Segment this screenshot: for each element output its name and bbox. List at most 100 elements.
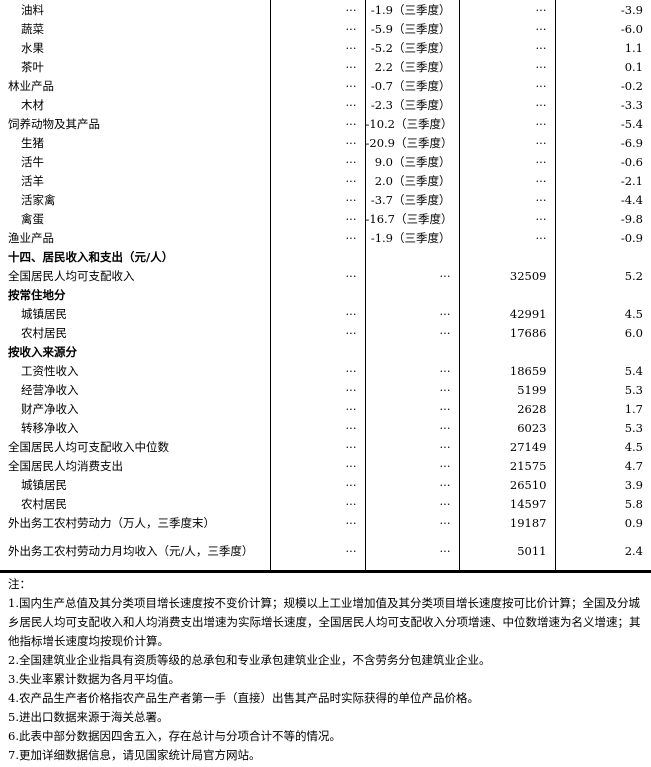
table-row: 农村居民 ··· ··· 14597 5.8 — [0, 494, 651, 513]
cell-c2: ··· — [364, 513, 459, 532]
cell-c1: ··· — [269, 0, 365, 19]
cell-c1 — [269, 342, 365, 361]
table-row: 转移净收入 ··· ··· 6023 5.3 — [0, 418, 651, 437]
row-label: 转移净收入 — [21, 420, 79, 435]
row-label: 城镇居民 — [21, 306, 67, 321]
cell-c4: -6.0 — [554, 19, 651, 38]
row-label: 全国居民人均可支配收入 — [8, 268, 135, 283]
note-line: 3.失业率累计数据为各月平均值。 — [8, 672, 180, 686]
cell-c3: 17686 — [458, 323, 555, 342]
cell-c2: 2.0（三季度） — [364, 171, 459, 190]
cell-c1: ··· — [269, 513, 365, 532]
cell-c3 — [458, 285, 555, 304]
table-row: 林业产品 ··· -0.7（三季度） ··· -0.2 — [0, 76, 651, 95]
row-label: 外出务工农村劳动力月均收入（元/人，三季度） — [0, 532, 270, 573]
cell-c4: -3.3 — [554, 95, 651, 114]
cell-c3: ··· — [458, 171, 555, 190]
cell-c4: 5.3 — [554, 380, 651, 399]
cell-c2: ··· — [364, 323, 459, 342]
cell-c2: -10.2（三季度） — [364, 114, 459, 133]
statistics-table: 油料 ··· -1.9（三季度） ··· -3.9 蔬菜 ··· -5.9（三季度） ··· -6… — [0, 0, 651, 573]
cell-c4: 0.9 — [554, 513, 651, 532]
row-label: 茶叶 — [21, 59, 44, 74]
table-row: 财产净收入 ··· ··· 2628 1.7 — [0, 399, 651, 418]
cell-c2: -3.7（三季度） — [364, 190, 459, 209]
row-label: 活牛 — [21, 154, 44, 169]
table-row: 工资性收入 ··· ··· 18659 5.4 — [0, 361, 651, 380]
cell-c1: ··· — [269, 152, 365, 171]
table-row: 活羊 ··· 2.0（三季度） ··· -2.1 — [0, 171, 651, 190]
row-label: 全国居民人均可支配收入中位数 — [8, 439, 169, 454]
cell-c3: 42991 — [458, 304, 555, 323]
cell-c2: ··· — [364, 304, 459, 323]
row-label: 经营净收入 — [21, 382, 79, 397]
table-row: 全国居民人均可支配收入 ··· ··· 32509 5.2 — [0, 266, 651, 285]
cell-c4: 2.4 — [554, 532, 651, 573]
table-row: 油料 ··· -1.9（三季度） ··· -3.9 — [0, 0, 651, 19]
note-line: 1.国内生产总值及其分类项目增长速度按不变价计算；规模以上工业增加值及其分类项目… — [8, 596, 641, 648]
cell-c2: -20.9（三季度） — [364, 133, 459, 152]
cell-c4: 4.7 — [554, 456, 651, 475]
cell-c3 — [458, 342, 555, 361]
table-row: 蔬菜 ··· -5.9（三季度） ··· -6.0 — [0, 19, 651, 38]
cell-c3: ··· — [458, 209, 555, 228]
cell-c3: 2628 — [458, 399, 555, 418]
table-row: 城镇居民 ··· ··· 42991 4.5 — [0, 304, 651, 323]
row-label: 十四、居民收入和支出（元/人） — [8, 249, 174, 264]
cell-c1: ··· — [269, 437, 365, 456]
cell-c1: ··· — [269, 323, 365, 342]
row-label: 渔业产品 — [8, 230, 54, 245]
cell-c3: ··· — [458, 114, 555, 133]
row-label: 木材 — [21, 97, 44, 112]
cell-c1: ··· — [269, 171, 365, 190]
note-line: 5.进出口数据来源于海关总署。 — [8, 710, 169, 724]
cell-c2: ··· — [364, 456, 459, 475]
cell-c1: ··· — [269, 418, 365, 437]
cell-c2: 9.0（三季度） — [364, 152, 459, 171]
cell-c1 — [269, 285, 365, 304]
cell-c1: ··· — [269, 19, 365, 38]
row-label: 全国居民人均消费支出 — [8, 458, 123, 473]
cell-c3: ··· — [458, 190, 555, 209]
table-row: 活家禽 ··· -3.7（三季度） ··· -4.4 — [0, 190, 651, 209]
cell-c4 — [554, 247, 651, 266]
cell-c1: ··· — [269, 95, 365, 114]
cell-c4: -6.9 — [554, 133, 651, 152]
table-row: 外出务工农村劳动力（万人，三季度末） ··· ··· 19187 0.9 — [0, 513, 651, 532]
cell-c4: -9.8 — [554, 209, 651, 228]
cell-c4: 4.5 — [554, 437, 651, 456]
table-row: 饲养动物及其产品 ··· -10.2（三季度） ··· -5.4 — [0, 114, 651, 133]
cell-c4: -5.4 — [554, 114, 651, 133]
cell-c4: 6.0 — [554, 323, 651, 342]
cell-c4: -4.4 — [554, 190, 651, 209]
row-label: 水果 — [21, 40, 44, 55]
table-row: 按常住地分 — [0, 285, 651, 304]
cell-c4: 1.1 — [554, 38, 651, 57]
cell-c2 — [364, 285, 459, 304]
cell-c1: ··· — [269, 361, 365, 380]
cell-c4: 5.2 — [554, 266, 651, 285]
cell-c1: ··· — [269, 532, 365, 573]
cell-c2: 2.2（三季度） — [364, 57, 459, 76]
row-label: 饲养动物及其产品 — [8, 116, 100, 131]
cell-c1: ··· — [269, 133, 365, 152]
table-row: 茶叶 ··· 2.2（三季度） ··· 0.1 — [0, 57, 651, 76]
cell-c1: ··· — [269, 456, 365, 475]
cell-c3: 32509 — [458, 266, 555, 285]
table-row: 城镇居民 ··· ··· 26510 3.9 — [0, 475, 651, 494]
table-row: 渔业产品 ··· -1.9（三季度） ··· -0.9 — [0, 228, 651, 247]
note-line: 2.全国建筑业企业指具有资质等级的总承包和专业承包建筑业企业，不含劳务分包建筑业… — [8, 653, 491, 667]
cell-c3: 14597 — [458, 494, 555, 513]
cell-c4: -3.9 — [554, 0, 651, 19]
table-row: 外出务工农村劳动力月均收入（元/人，三季度） ··· ··· 5011 2.4 — [0, 532, 651, 573]
cell-c3: 6023 — [458, 418, 555, 437]
cell-c2 — [364, 342, 459, 361]
cell-c4: -0.2 — [554, 76, 651, 95]
table-row: 活牛 ··· 9.0（三季度） ··· -0.6 — [0, 152, 651, 171]
row-label: 按收入来源分 — [8, 344, 77, 359]
table-row: 经营净收入 ··· ··· 5199 5.3 — [0, 380, 651, 399]
cell-c4 — [554, 342, 651, 361]
table-row: 禽蛋 ··· -16.7（三季度） ··· -9.8 — [0, 209, 651, 228]
cell-c4: 5.4 — [554, 361, 651, 380]
cell-c2: -2.3（三季度） — [364, 95, 459, 114]
